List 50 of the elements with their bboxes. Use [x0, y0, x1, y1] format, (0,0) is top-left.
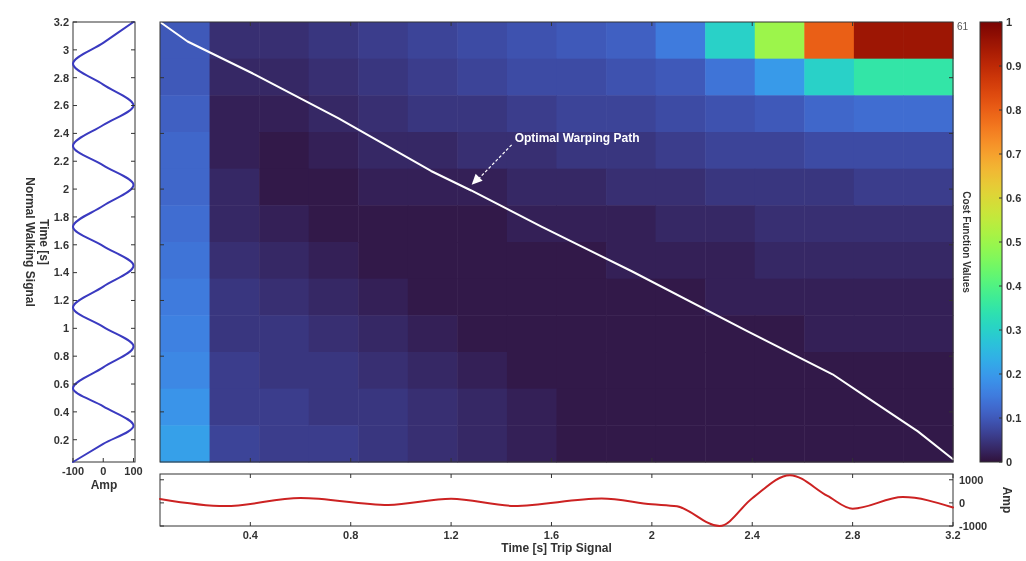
x-tick-label: 0 [100, 465, 107, 477]
annotation: Optimal Warping Path [514, 130, 640, 145]
x-tick-label: 1.6 [543, 529, 560, 541]
y-tick-label: 3.2 [53, 15, 69, 28]
color-bar-label: 0.9 [1006, 59, 1022, 72]
x-tick-label: 100 [124, 465, 143, 477]
y-tick-label: 1 [62, 322, 69, 335]
y-axis-title: Time [s] Normal Walking Signal [23, 177, 51, 307]
x-tick-label: -100 [61, 465, 85, 477]
color-bar-label: 0.4 [1006, 279, 1023, 292]
x-tick-label: 3.2 [945, 529, 961, 541]
x-tick-label: 2.4 [744, 529, 761, 541]
x-tick-label: 1.2 [443, 529, 459, 541]
y-tick-label: 2.6 [53, 99, 69, 112]
color-bar-label: 0.8 [1006, 103, 1022, 116]
y-tick-label: 0.6 [53, 377, 69, 390]
x-axis-title: Time [s] Trip Signal [501, 541, 612, 555]
line-series [159, 474, 954, 527]
color-bar-label: 0.5 [1006, 235, 1022, 248]
text: 61 [957, 20, 969, 32]
x-tick-label: 2.8 [844, 529, 861, 541]
color-bar-label: 0.2 [1006, 367, 1022, 380]
x-tick-label: 2 [648, 529, 655, 541]
y-tick-label: 0.4 [53, 405, 70, 418]
y-tick-label: 1.8 [53, 210, 69, 223]
y-tick-label: 1.6 [53, 238, 69, 251]
color-bar-title: Cost Function Values [961, 191, 972, 294]
x-tick-label: 0.8 [343, 529, 359, 541]
y-tick-label: -1000 [959, 519, 988, 532]
y-tick-label: 2.4 [53, 127, 70, 140]
color-bar-label: 0.1 [1006, 411, 1022, 424]
y-tick-label: 0 [959, 496, 966, 509]
color-bar-label: 0.3 [1006, 323, 1022, 336]
y-axis-title: Amp [1000, 486, 1014, 514]
y-tick-label: 3 [62, 43, 69, 56]
color-bar-label: 0.6 [1006, 191, 1022, 204]
y-tick-label: 2.2 [53, 155, 69, 168]
y-tick-label: 2 [62, 182, 69, 195]
color-bar-label: 0 [1006, 455, 1013, 468]
y-tick-label: 2.8 [53, 71, 69, 84]
color-bar-label: 0.7 [1006, 147, 1022, 160]
color-bar-label: 1 [1006, 15, 1013, 28]
y-tick-label: 0.8 [53, 350, 69, 363]
y-tick-label: 1.4 [53, 266, 70, 279]
x-axis-title: Amp [90, 478, 118, 492]
x-tick-label: 0.4 [242, 529, 259, 541]
y-tick-label: 1.2 [53, 294, 69, 307]
y-tick-label: 0.2 [53, 433, 69, 446]
y-tick-label: 1000 [959, 473, 984, 486]
line-series [72, 21, 135, 463]
